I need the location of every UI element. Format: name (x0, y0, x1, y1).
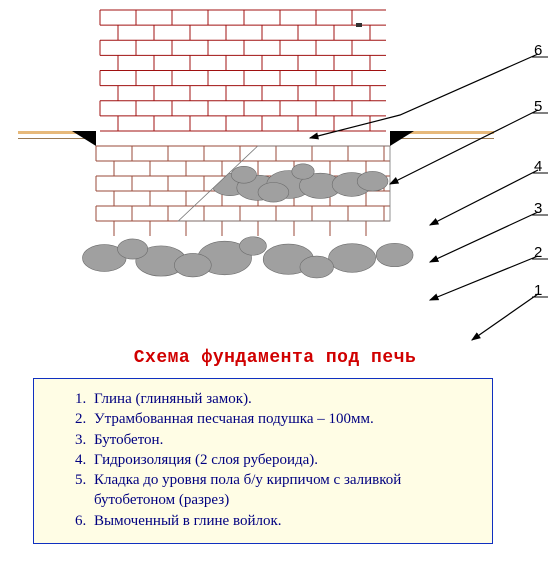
stove-brick (100, 10, 386, 131)
diagram-title: Схема фундамента под печь (0, 348, 550, 368)
legend-item-4: Гидроизоляция (2 слоя рубероида). (90, 450, 478, 470)
stove-door (356, 23, 362, 27)
legend-list: Глина (глиняный замок).Утрамбованная пес… (48, 389, 478, 531)
legend-box: Глина (глиняный замок).Утрамбованная пес… (33, 378, 493, 544)
label-num-3: 3 (534, 200, 542, 217)
legend-item-2: Утрамбованная песчаная подушка – 100мм. (90, 409, 478, 429)
figure-root: { "canvas": { "w": 550, "h": 570 }, "tit… (0, 0, 550, 570)
foundation-diagram (0, 0, 550, 345)
leader-6 (310, 54, 538, 138)
label-num-5: 5 (534, 98, 542, 115)
label-num-6: 6 (534, 42, 542, 59)
layer-butobeton (82, 237, 413, 278)
label-num-2: 2 (534, 244, 542, 261)
legend-item-5: Кладка до уровня пола б/у кирпичом с зал… (90, 470, 478, 511)
legend-item-6: Вымоченный в глине войлок. (90, 511, 478, 531)
leader-4 (430, 170, 538, 225)
legend-item-1: Глина (глиняный замок). (90, 389, 478, 409)
leader-1 (472, 294, 538, 340)
label-num-1: 1 (534, 282, 542, 299)
leader-3 (430, 212, 538, 262)
legend-item-3: Бутобетон. (90, 430, 478, 450)
butobeton-wedge (212, 164, 388, 202)
leader-2 (430, 256, 538, 300)
label-num-4: 4 (534, 158, 542, 175)
leader-5 (390, 110, 538, 184)
